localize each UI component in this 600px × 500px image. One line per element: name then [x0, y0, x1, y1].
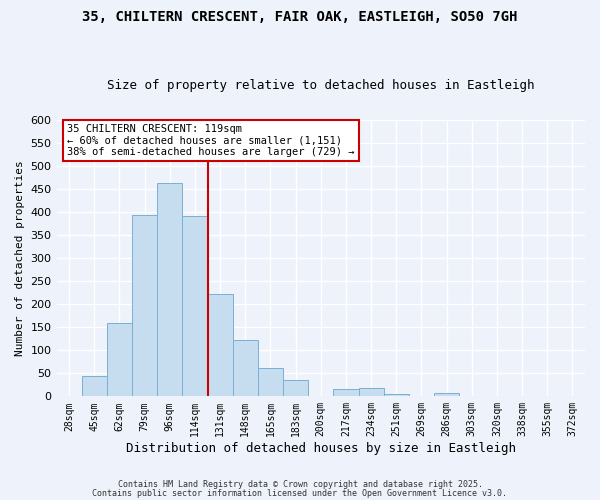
- Y-axis label: Number of detached properties: Number of detached properties: [15, 160, 25, 356]
- Bar: [258, 368, 283, 396]
- Bar: [383, 394, 409, 396]
- Bar: [283, 380, 308, 396]
- Bar: [82, 376, 107, 396]
- Bar: [434, 392, 459, 396]
- Bar: [208, 294, 233, 396]
- Bar: [107, 322, 132, 396]
- Bar: [157, 183, 182, 396]
- Text: 35, CHILTERN CRESCENT, FAIR OAK, EASTLEIGH, SO50 7GH: 35, CHILTERN CRESCENT, FAIR OAK, EASTLEI…: [82, 10, 518, 24]
- Text: 35 CHILTERN CRESCENT: 119sqm
← 60% of detached houses are smaller (1,151)
38% of: 35 CHILTERN CRESCENT: 119sqm ← 60% of de…: [67, 124, 355, 157]
- Bar: [334, 390, 359, 396]
- Bar: [132, 215, 157, 396]
- Bar: [359, 388, 383, 396]
- Bar: [233, 340, 258, 396]
- Text: Contains public sector information licensed under the Open Government Licence v3: Contains public sector information licen…: [92, 490, 508, 498]
- Text: Contains HM Land Registry data © Crown copyright and database right 2025.: Contains HM Land Registry data © Crown c…: [118, 480, 482, 489]
- Title: Size of property relative to detached houses in Eastleigh: Size of property relative to detached ho…: [107, 79, 535, 92]
- X-axis label: Distribution of detached houses by size in Eastleigh: Distribution of detached houses by size …: [126, 442, 516, 455]
- Bar: [182, 216, 208, 396]
